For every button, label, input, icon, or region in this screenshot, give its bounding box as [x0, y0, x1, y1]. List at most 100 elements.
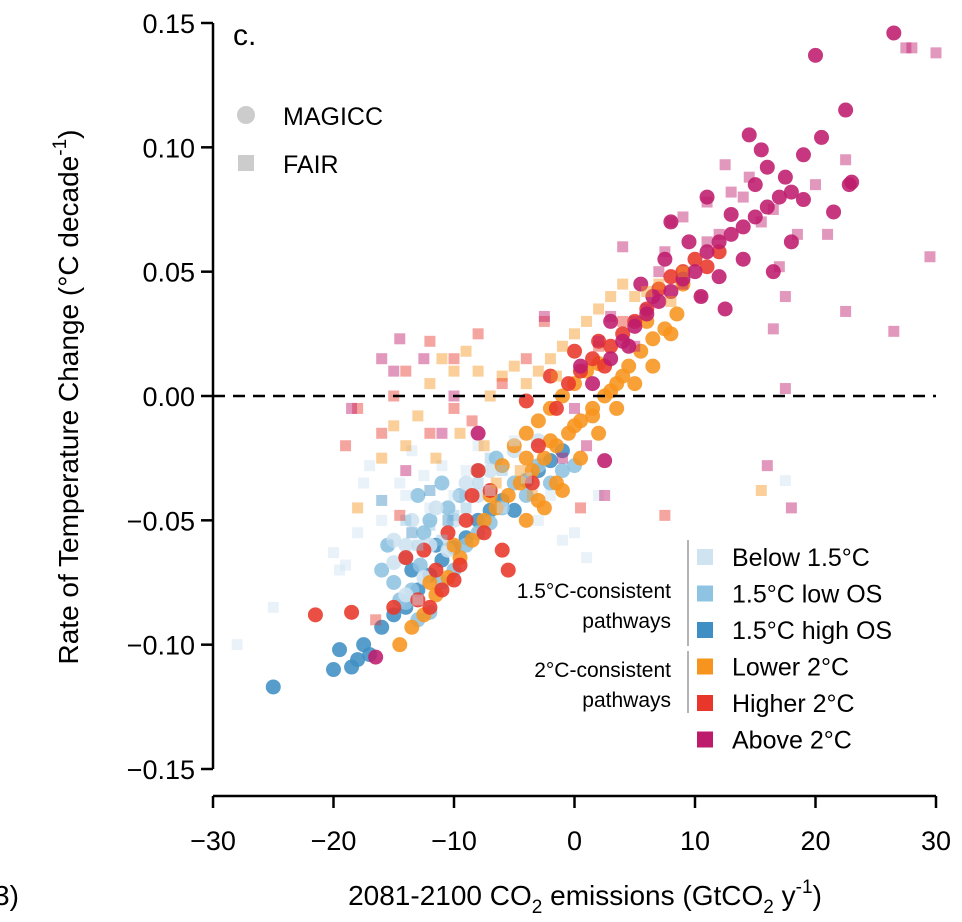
- fair-point: [593, 303, 605, 315]
- x-tick-label: 10: [680, 826, 710, 856]
- magicc-point: [681, 234, 697, 250]
- axes: 0.15 0.10 0.05 0.00 −0.05 −0.10 −0.15 −30 −20 −10…: [127, 9, 951, 856]
- fair-point: [472, 477, 484, 489]
- magicc-point: [458, 475, 474, 491]
- fair-point: [424, 427, 436, 439]
- magicc-point: [814, 129, 830, 145]
- magicc-points: [265, 25, 902, 695]
- magicc-point: [500, 562, 516, 578]
- fair-point: [605, 291, 617, 303]
- magicc-point: [332, 642, 348, 658]
- magicc-point: [416, 542, 432, 558]
- fair-point: [388, 365, 400, 377]
- fair-point: [508, 435, 520, 447]
- model-legend-label: FAIR: [283, 151, 339, 179]
- fair-point: [556, 452, 568, 464]
- group-label: 2°C-consistent: [534, 659, 671, 682]
- magicc-point: [573, 358, 589, 374]
- magicc-point: [500, 487, 516, 503]
- magicc-point: [350, 652, 366, 668]
- fair-point: [460, 465, 472, 477]
- magicc-point: [585, 376, 601, 392]
- fair-point: [231, 639, 243, 651]
- magicc-point: [386, 599, 402, 615]
- magicc-point: [326, 662, 341, 678]
- y-tick-label: −0.10: [127, 631, 195, 661]
- fair-point: [779, 291, 791, 303]
- category-legend-swatch: [697, 622, 713, 638]
- fair-point: [526, 489, 538, 501]
- magicc-point: [675, 271, 691, 287]
- x-axis-title: 2081-2100 CO2 emissions (GtCO2 y-1): [348, 877, 822, 918]
- fair-point: [659, 509, 671, 521]
- fair-point: [737, 191, 749, 203]
- magicc-point: [428, 500, 444, 516]
- magicc-point: [368, 649, 384, 665]
- magicc-point: [699, 259, 715, 275]
- magicc-point: [597, 453, 613, 469]
- magicc-point: [470, 463, 486, 479]
- magicc-point: [530, 438, 546, 454]
- category-legend-label: Higher 2°C: [732, 690, 855, 718]
- magicc-point: [591, 425, 607, 441]
- fair-point: [569, 328, 580, 340]
- magicc-point: [422, 599, 438, 615]
- fair-point: [906, 42, 918, 54]
- x-tick-label: −30: [190, 826, 236, 856]
- magicc-point: [699, 189, 715, 205]
- fair-point: [406, 527, 418, 539]
- fair-point: [412, 539, 424, 551]
- magicc-point: [422, 512, 438, 528]
- magicc-point: [494, 458, 510, 474]
- magicc-point: [663, 269, 679, 285]
- fair-point: [581, 552, 593, 564]
- fair-point: [358, 477, 370, 489]
- magicc-point: [412, 557, 428, 573]
- magicc-point: [524, 475, 540, 491]
- fair-point: [376, 452, 388, 464]
- magicc-point: [518, 512, 534, 528]
- magicc-point: [657, 251, 673, 267]
- magicc-point: [585, 408, 601, 424]
- category-legend-label: Below 1.5°C: [732, 544, 870, 572]
- fair-point: [544, 353, 556, 365]
- fair-point: [719, 159, 731, 171]
- fair-point: [424, 378, 436, 390]
- clipped-left-text: 3): [0, 880, 19, 911]
- x-tick-label: −20: [311, 826, 357, 856]
- magicc-point: [741, 127, 757, 143]
- magicc-point: [603, 338, 619, 354]
- category-legend-swatch: [697, 549, 713, 565]
- magicc-point: [488, 500, 504, 516]
- magicc-point: [663, 284, 679, 300]
- magicc-point: [808, 47, 823, 63]
- fair-point: [418, 353, 430, 365]
- magicc-point: [627, 318, 643, 334]
- fair-point: [629, 315, 641, 327]
- magicc-point: [711, 269, 727, 285]
- magicc-point: [536, 450, 552, 466]
- fair-point: [599, 489, 611, 501]
- magicc-point: [645, 358, 661, 374]
- fair-point: [888, 325, 900, 337]
- magicc-point: [777, 169, 793, 185]
- magicc-point: [554, 482, 570, 498]
- fair-point: [593, 335, 605, 347]
- magicc-point: [645, 289, 661, 305]
- magicc-point: [783, 234, 799, 250]
- fair-point: [641, 286, 653, 298]
- fair-point: [653, 278, 665, 290]
- fair-point: [466, 415, 478, 427]
- magicc-point: [699, 244, 715, 260]
- fair-point: [581, 440, 593, 452]
- magicc-point: [542, 433, 558, 449]
- magicc-point: [410, 487, 426, 503]
- magicc-point: [422, 575, 438, 590]
- fair-point: [382, 539, 394, 551]
- fair-point: [394, 509, 406, 521]
- fair-point: [538, 310, 550, 322]
- fair-point: [569, 402, 580, 414]
- fair-point: [641, 303, 653, 315]
- fair-point: [400, 514, 412, 526]
